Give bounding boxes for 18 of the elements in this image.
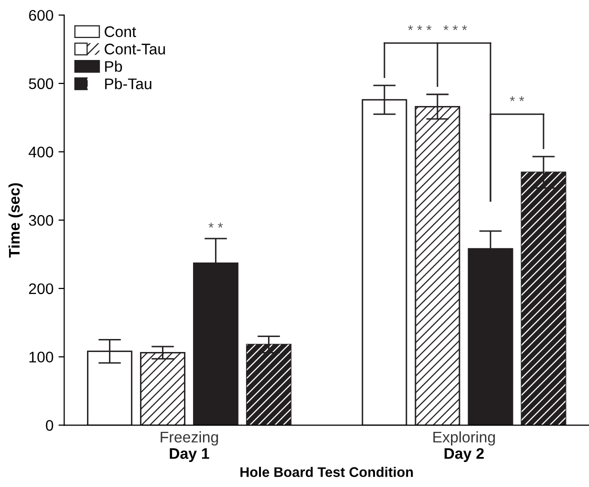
y-tick-label: 0	[46, 420, 54, 431]
legend-label: Pb	[105, 60, 122, 72]
annotation: * *	[208, 222, 223, 228]
x-tick-label: Exploring Day 2	[433, 431, 495, 462]
y-tick-label: 600	[29, 10, 54, 21]
y-tick-label: 300	[28, 214, 54, 226]
annotation: * *	[510, 96, 524, 102]
legend-label: Cont	[104, 26, 136, 38]
y-tick-label: 500	[28, 78, 54, 90]
legend-label: Pb-Tau	[105, 78, 152, 90]
legend-label: Cont-Tau	[104, 44, 165, 54]
y-tick-label: 100	[29, 352, 54, 362]
annotation: * * * * * *	[408, 25, 467, 30]
y-tick-label: 200	[29, 283, 54, 294]
y-axis-title: Time (sec)	[8, 183, 23, 258]
x-axis-title: Hole Board Test Condition	[240, 466, 413, 478]
y-tick-label: 400	[28, 146, 54, 158]
x-tick-label: Freezing Day 1	[160, 431, 218, 462]
